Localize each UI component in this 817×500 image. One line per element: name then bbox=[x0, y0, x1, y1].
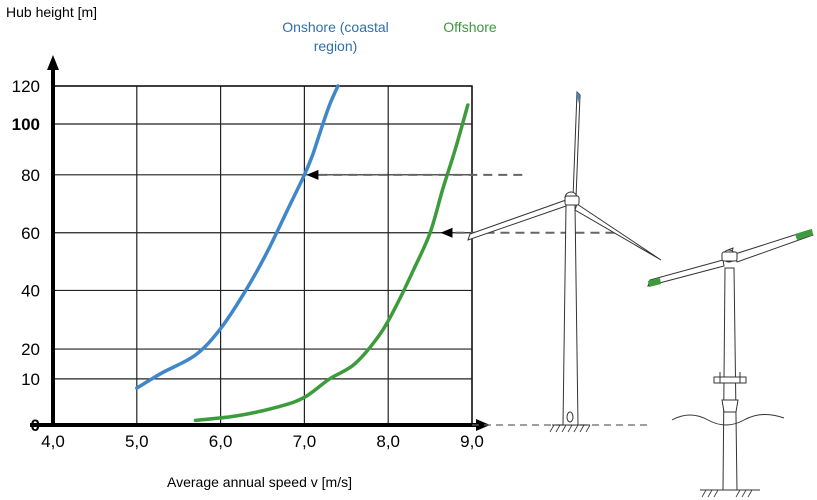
y-tick-label-4: 60 bbox=[21, 224, 40, 243]
x-tick-label-1: 5,0 bbox=[125, 432, 149, 451]
y-axis-label: Hub height [m] bbox=[6, 4, 98, 20]
offshore-transition bbox=[721, 399, 739, 413]
series-line-1 bbox=[193, 103, 470, 423]
x-axis-label: Average annual speed v [m/s] bbox=[167, 474, 352, 490]
x-tick-label-2: 6,0 bbox=[209, 432, 233, 451]
wind-turbine-offshore bbox=[647, 229, 814, 498]
offshore-blade-left bbox=[647, 259, 725, 287]
wind-turbine-onshore bbox=[467, 90, 662, 433]
onshore-blade-right bbox=[574, 203, 662, 261]
offshore-platform bbox=[713, 376, 747, 384]
x-tick-label-0: 4,0 bbox=[41, 432, 65, 451]
onshore-nacelle bbox=[564, 195, 580, 206]
x-axis-arrow bbox=[476, 419, 490, 431]
onshore-blade-left bbox=[467, 199, 567, 241]
x-tick-labels: 4,0 5,0 6,0 7,0 8,0 9,0 bbox=[41, 432, 484, 451]
series-line-0 bbox=[135, 84, 340, 390]
legend-offshore: Offshore bbox=[443, 19, 497, 35]
y-tick-label-7: 120 bbox=[12, 77, 40, 96]
sea-surface bbox=[671, 414, 785, 426]
legend-onshore: Onshore (coastal region) bbox=[282, 19, 389, 54]
y-tick-label-5: 80 bbox=[21, 166, 40, 185]
series-lines bbox=[135, 84, 470, 423]
axes bbox=[30, 55, 490, 431]
y-tick-label-2: 20 bbox=[21, 340, 40, 359]
annotations bbox=[306, 169, 648, 426]
plot-frame bbox=[52, 85, 473, 426]
x-tick-label-3: 7,0 bbox=[293, 432, 317, 451]
offshore-nacelle bbox=[721, 251, 738, 262]
y-tick-label-1: 10 bbox=[21, 370, 40, 389]
x-tick-label-5: 9,0 bbox=[460, 432, 484, 451]
y-axis-arrow bbox=[47, 55, 59, 70]
y-tick-label-0: 0 bbox=[31, 416, 40, 435]
x-tick-label-4: 8,0 bbox=[376, 432, 400, 451]
y-tick-label-3: 40 bbox=[21, 281, 40, 300]
annotation-arrowhead-0 bbox=[306, 169, 319, 180]
y-tick-label-6: 100 bbox=[12, 115, 40, 134]
grid-lines bbox=[52, 85, 473, 426]
y-tick-labels: 0 10 20 40 60 80 100 120 bbox=[12, 77, 40, 435]
onshore-blade-up bbox=[572, 90, 581, 199]
onshore-tower bbox=[562, 204, 579, 426]
annotation-arrowhead-1 bbox=[440, 227, 453, 238]
